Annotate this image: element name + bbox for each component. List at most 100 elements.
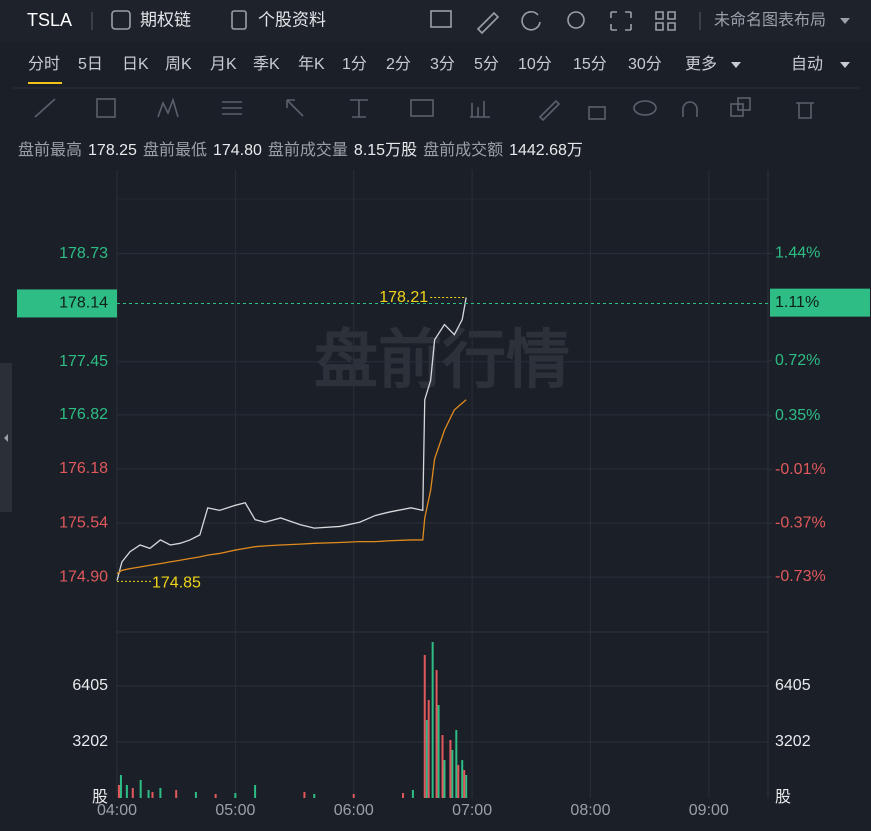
volume-bar — [461, 760, 464, 798]
last-pct-box — [770, 288, 870, 317]
volume-bar — [175, 789, 178, 798]
layout-name[interactable]: 未命名图表布局 — [714, 11, 826, 29]
icon[interactable] — [34, 98, 56, 118]
tab[interactable]: 30分 — [628, 55, 662, 73]
icon[interactable] — [222, 101, 242, 115]
y-tick-label: 174.90 — [59, 568, 108, 585]
tab[interactable]: 10分 — [518, 55, 552, 73]
volume-tick-label: 3202 — [72, 733, 108, 750]
stats-row: 盘前最高 178.25 盘前最低 174.80 盘前成交量 8.15万股 盘前成交额 1442… — [18, 140, 583, 159]
y-tick-label: 177.45 — [59, 353, 108, 370]
price-line — [116, 399, 467, 575]
icon — [231, 10, 247, 30]
stat-label: 盘前成交量 — [268, 140, 348, 159]
volume-bar — [159, 787, 162, 798]
tab[interactable]: 1分 — [342, 55, 367, 73]
y2-tick-label: 1.44% — [775, 245, 820, 262]
volume-bar — [455, 729, 458, 798]
x-tick-label: 05:00 — [215, 802, 255, 819]
x-tick-label: 08:00 — [570, 802, 610, 819]
icon[interactable] — [610, 11, 632, 31]
icon[interactable] — [521, 10, 541, 31]
link[interactable]: 期权链 — [140, 10, 191, 29]
high-mark-label: 178.21 — [379, 289, 428, 306]
tab[interactable]: 日K — [122, 56, 149, 73]
stat-value: 174.80 — [213, 142, 262, 159]
last-price-label: 178.14 — [59, 295, 108, 312]
volume-bar — [194, 792, 197, 798]
symbol[interactable]: TSLA — [27, 10, 72, 30]
volume-bar — [431, 642, 434, 798]
volume-bar — [117, 784, 120, 798]
tabs: 分时 5日 日K 周K 月K 季K 年K 1分 2分 3分 5分 10分 15分 30分 更多 自动 — [28, 55, 850, 84]
y2-tick-label: 0.35% — [775, 407, 820, 424]
icon[interactable] — [682, 101, 698, 117]
x-tick-label: 07:00 — [452, 802, 492, 819]
y-tick-label: 175.54 — [59, 514, 108, 531]
tab[interactable]: 5分 — [474, 55, 499, 73]
icon — [111, 10, 131, 30]
tab[interactable]: 月K — [210, 56, 237, 73]
icon[interactable] — [96, 98, 116, 118]
top-bar — [0, 0, 871, 42]
icon[interactable] — [286, 99, 304, 117]
dropdown-arrow — [840, 18, 850, 24]
auto-button[interactable]: 自动 — [791, 55, 823, 73]
tab[interactable]: 2分 — [386, 55, 411, 73]
icon[interactable] — [476, 11, 500, 35]
icon[interactable] — [350, 99, 368, 118]
volume-bar — [443, 760, 446, 798]
tab[interactable]: 分时 — [28, 55, 60, 73]
icon[interactable] — [430, 10, 452, 28]
volume-bar — [313, 793, 316, 798]
last-pct-label: 1.11% — [775, 294, 819, 311]
volume-bar — [234, 792, 237, 798]
volume-tick-label: 6405 — [775, 677, 811, 694]
volume-bar — [254, 784, 257, 798]
volume-bar — [435, 670, 438, 798]
link[interactable]: 个股资料 — [258, 10, 326, 29]
volume-bar — [465, 774, 468, 798]
y-tick-label: 176.82 — [59, 406, 108, 423]
icon[interactable] — [567, 11, 585, 29]
stat-label: 盘前最高 — [18, 140, 82, 159]
volume-bar — [463, 770, 466, 798]
chart: 盘前行情 04:00 05:00 06:00 07:00 08:00 09:00 178.7… — [17, 170, 870, 819]
icon[interactable] — [157, 97, 179, 118]
x-tick-label: 06:00 — [334, 802, 374, 819]
volume-bar — [131, 787, 134, 798]
stat-value: 8.15万股 — [354, 141, 417, 159]
x-tick-label: 04:00 — [97, 802, 137, 819]
icon[interactable] — [410, 99, 434, 117]
stat-label: 盘前最低 — [143, 140, 207, 159]
volume-unit: 股 — [775, 788, 791, 806]
icon[interactable] — [737, 97, 751, 111]
tab[interactable]: 季K — [253, 55, 280, 73]
side-arrow — [4, 434, 8, 442]
icon[interactable] — [588, 106, 606, 120]
watermark: 盘前行情 — [314, 324, 570, 396]
dropdown-arrow — [840, 62, 850, 68]
tab[interactable]: 周K — [165, 56, 192, 73]
tool-icons[interactable] — [430, 10, 676, 35]
tab[interactable]: 3分 — [430, 55, 455, 73]
y2-tick-label: -0.01% — [775, 461, 826, 478]
active-underline — [28, 82, 62, 84]
volume-bar — [119, 774, 122, 798]
y2-tick-label: -0.37% — [775, 514, 826, 531]
x-tick-label: 09:00 — [689, 802, 729, 819]
tab[interactable]: 年K — [298, 55, 325, 73]
y2-tick-label: -0.73% — [775, 568, 826, 585]
tab[interactable]: 5日 — [78, 56, 103, 73]
volume-bar — [451, 749, 454, 798]
icon[interactable] — [796, 102, 814, 119]
icon[interactable] — [470, 101, 490, 118]
icon[interactable] — [633, 100, 657, 116]
volume-bar — [125, 784, 128, 798]
icon[interactable] — [655, 11, 676, 31]
tab[interactable]: 15分 — [573, 55, 607, 73]
icon[interactable] — [538, 99, 561, 122]
tab[interactable]: 更多 — [685, 55, 717, 73]
price-line — [116, 297, 467, 581]
